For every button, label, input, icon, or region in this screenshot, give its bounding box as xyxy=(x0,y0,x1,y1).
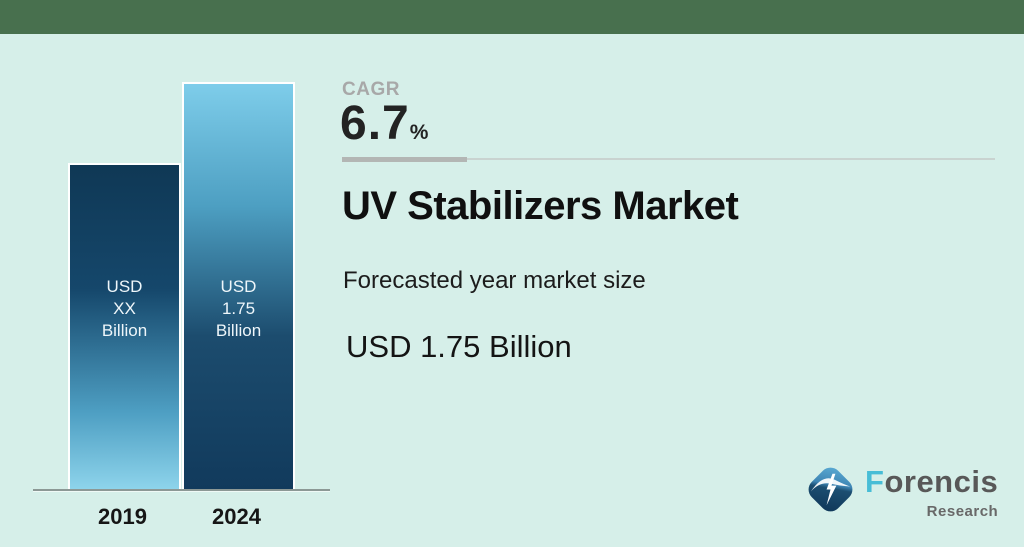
cagr-label: CAGR xyxy=(342,79,400,100)
cagr-value-row: 6.7% xyxy=(340,96,428,151)
bar-2019-label-line2: XX xyxy=(113,299,136,318)
bar-2024-label-line3: Billion xyxy=(215,321,262,340)
bar-2019-label-line3: Billion xyxy=(101,321,148,340)
bar-2019-value-label: USD XX Billion xyxy=(70,276,179,342)
brand-name: Forencis Research xyxy=(865,466,999,526)
x-axis-line xyxy=(33,489,330,491)
bar-2019: USD XX Billion xyxy=(68,163,181,491)
cagr-value: 6.7 xyxy=(340,97,410,150)
report-title: UV Stabilizers Market xyxy=(342,184,739,228)
cagr-divider xyxy=(342,156,995,162)
forencis-logo-icon xyxy=(808,467,853,512)
forencis-logo-text: Forencis Research xyxy=(865,466,999,526)
x-tick-2024: 2024 xyxy=(212,504,261,529)
forencis-logo: Forencis Research xyxy=(803,462,998,526)
cagr-unit: % xyxy=(409,121,429,144)
brand-initial: F xyxy=(865,464,885,499)
bar-2019-label-line1: USD xyxy=(106,277,143,296)
bar-2024-value-label: USD 1.75 Billion xyxy=(184,276,293,342)
bar-2024: USD 1.75 Billion xyxy=(182,82,295,491)
x-tick-2019: 2019 xyxy=(98,504,147,529)
cagr-divider-light-segment xyxy=(467,158,995,160)
bar-2024-label-line1: USD xyxy=(220,277,257,296)
bar-2024-label-line2: 1.75 xyxy=(221,299,256,318)
cagr-divider-strong-segment xyxy=(342,156,467,162)
brand-subtext: Research xyxy=(926,503,999,520)
top-accent-bar xyxy=(0,0,1024,34)
forecast-market-size-value: USD 1.75 Billion xyxy=(346,329,572,364)
brand-rest: orencis xyxy=(884,464,999,499)
report-subtitle: Forecasted year market size xyxy=(343,267,646,294)
